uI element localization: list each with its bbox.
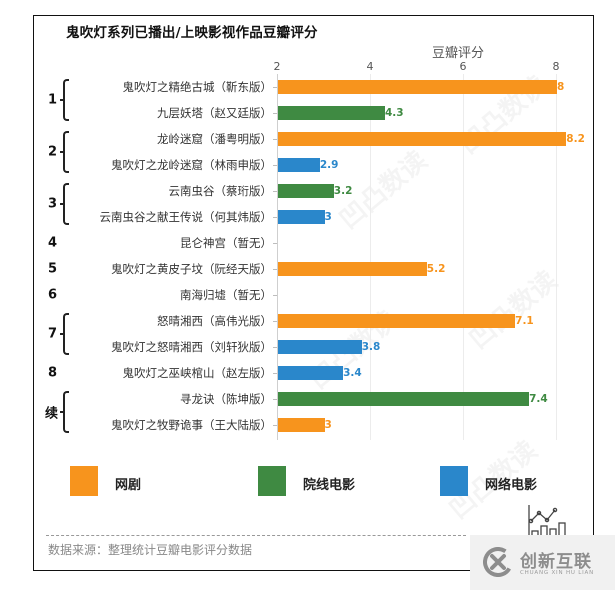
group-bracket bbox=[63, 79, 69, 121]
bar-value-label: 4.3 bbox=[384, 107, 404, 119]
group-number: 8 bbox=[48, 365, 58, 381]
group-number: 续 bbox=[45, 406, 59, 422]
gridline bbox=[463, 74, 464, 440]
y-tickmark bbox=[273, 217, 277, 218]
group-number: 4 bbox=[48, 235, 58, 251]
bar-web-movie bbox=[278, 210, 325, 224]
bar-web-movie bbox=[278, 340, 362, 354]
legend-swatch bbox=[440, 466, 468, 496]
bar-value-label: 3.4 bbox=[343, 367, 362, 379]
group-number: 6 bbox=[48, 287, 58, 303]
category-label: 昆仑神宫（暂无） bbox=[180, 236, 272, 250]
bar-value-label: 3.2 bbox=[333, 185, 353, 197]
bar-value-label: 7.4 bbox=[529, 393, 548, 405]
y-tickmark bbox=[273, 425, 277, 426]
gridline bbox=[370, 74, 371, 440]
x-tick-label: 8 bbox=[552, 60, 560, 73]
category-label: 鬼吹灯之巫峡棺山（赵左版） bbox=[122, 366, 273, 380]
bar-value-label: 8.2 bbox=[566, 133, 585, 145]
bar-value-label: 3.8 bbox=[361, 341, 381, 353]
bar-web-series bbox=[278, 262, 427, 276]
category-label: 鬼吹灯之牧野诡事（王大陆版） bbox=[111, 418, 272, 432]
bar-web-series bbox=[278, 314, 516, 328]
chart-title: 鬼吹灯系列已播出/上映影视作品豆瓣评分 bbox=[66, 25, 318, 41]
group-number: 5 bbox=[48, 261, 58, 277]
category-label: 龙岭迷窟（潘粤明版） bbox=[157, 132, 272, 146]
bar-web-series bbox=[278, 418, 325, 432]
legend-swatch bbox=[258, 466, 286, 496]
bar-value-label: 8 bbox=[557, 81, 565, 93]
gridline bbox=[556, 74, 557, 440]
group-bracket bbox=[63, 131, 69, 173]
category-label: 鬼吹灯之龙岭迷窟（林雨申版） bbox=[111, 158, 272, 172]
x-tick-label: 4 bbox=[366, 60, 374, 73]
y-tickmark bbox=[273, 191, 277, 192]
brand-watermark bbox=[470, 535, 615, 590]
category-label: 九层妖塔（赵又廷版） bbox=[157, 106, 272, 120]
bar-web-movie bbox=[278, 366, 344, 380]
group-bracket bbox=[63, 183, 69, 225]
bar-value-label: 7.1 bbox=[515, 315, 534, 327]
group-number: 7 bbox=[48, 326, 58, 342]
y-tickmark bbox=[273, 165, 277, 166]
y-tickmark bbox=[273, 87, 277, 88]
category-label: 鬼吹灯之黄皮子坟（阮经天版） bbox=[111, 262, 272, 276]
bar-value-label: 5.2 bbox=[426, 263, 446, 275]
legend-swatch bbox=[70, 466, 98, 496]
category-label: 鬼吹灯之怒晴湘西（刘轩狄版） bbox=[111, 340, 272, 354]
bar-value-label: 3 bbox=[324, 419, 332, 431]
brand-subtitle: CHUANG XIN HU LIAN bbox=[520, 570, 595, 576]
group-number: 3 bbox=[48, 196, 58, 212]
bar-value-label: 2.9 bbox=[319, 159, 339, 171]
y-tickmark bbox=[273, 347, 277, 348]
x-axis-title: 豆瓣评分 bbox=[432, 46, 485, 61]
data-source: 数据来源：整理统计豆瓣电影评分数据 bbox=[48, 543, 253, 557]
legend-label: 院线电影 bbox=[303, 478, 356, 493]
legend-label: 网络电影 bbox=[485, 478, 538, 493]
group-bracket bbox=[63, 313, 69, 355]
footer-divider bbox=[46, 535, 466, 536]
bar-value-label: 3 bbox=[324, 211, 332, 223]
y-tickmark bbox=[273, 139, 277, 140]
y-tickmark bbox=[273, 321, 277, 322]
category-label: 云南虫谷之献王传说（何其炜版） bbox=[99, 210, 273, 224]
x-tick-label: 6 bbox=[459, 60, 467, 73]
bar-web-series bbox=[278, 132, 567, 146]
bar-theatrical bbox=[278, 106, 385, 120]
category-label: 云南虫谷（蔡珩版） bbox=[168, 184, 273, 198]
y-tickmark bbox=[273, 243, 277, 244]
category-label: 鬼吹灯之精绝古城（靳东版） bbox=[122, 80, 273, 94]
y-tickmark bbox=[273, 399, 277, 400]
group-number: 1 bbox=[48, 92, 58, 108]
bar-web-series bbox=[278, 80, 557, 94]
y-tickmark bbox=[273, 295, 277, 296]
legend-label: 网剧 bbox=[115, 478, 142, 493]
group-number: 2 bbox=[48, 144, 58, 160]
category-label: 南海归墟（暂无） bbox=[180, 288, 272, 302]
category-label: 寻龙诀（陈坤版） bbox=[180, 392, 272, 406]
y-tickmark bbox=[273, 373, 277, 374]
bar-web-movie bbox=[278, 158, 320, 172]
bar-theatrical bbox=[278, 392, 530, 406]
category-label: 怒晴湘西（高伟光版） bbox=[157, 314, 272, 328]
y-tickmark bbox=[273, 269, 277, 270]
brand-logo-icon bbox=[483, 547, 513, 577]
y-axis-line bbox=[277, 74, 278, 440]
group-bracket bbox=[63, 391, 69, 433]
brand-name: 创新互联 bbox=[520, 552, 592, 572]
y-tickmark bbox=[273, 113, 277, 114]
x-tick-label: 2 bbox=[273, 60, 281, 73]
bar-theatrical bbox=[278, 184, 334, 198]
